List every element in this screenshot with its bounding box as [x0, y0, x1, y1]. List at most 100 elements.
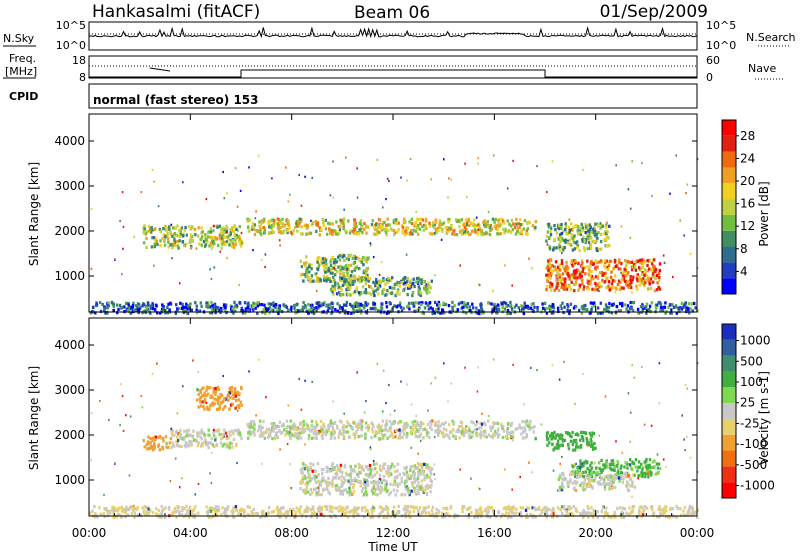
echo-cell — [379, 437, 382, 441]
echo-cell — [464, 311, 468, 315]
echo-cell — [286, 228, 289, 233]
echo-cell — [216, 307, 219, 311]
echo-cell — [220, 306, 223, 311]
echo-cell — [232, 506, 235, 510]
echo-cell — [619, 470, 623, 474]
echo-cell — [655, 303, 659, 307]
echo-cell — [213, 402, 216, 406]
echo-cell — [198, 309, 201, 313]
echo-cell — [655, 273, 659, 277]
echo-cell — [530, 302, 533, 306]
echo-cell — [308, 265, 311, 269]
echo-cell — [412, 488, 416, 493]
echo-cell — [165, 441, 168, 445]
echo-cell — [558, 485, 562, 489]
echo-cell — [386, 281, 389, 285]
echo-cell — [315, 486, 318, 490]
echo-cell — [555, 283, 559, 287]
echo-cell — [183, 229, 186, 233]
echo-cell — [316, 268, 320, 272]
echo-cell — [442, 427, 446, 431]
echo-cell — [635, 515, 639, 519]
echo-cell — [365, 465, 369, 469]
echo-cell — [303, 273, 307, 277]
echo-cell — [456, 308, 459, 312]
echo-cell — [656, 471, 659, 475]
echo-cell — [212, 386, 215, 390]
echo-cell — [232, 437, 236, 442]
echo-cell — [332, 266, 335, 270]
echo-cell — [416, 462, 420, 466]
echo-cell — [326, 232, 329, 236]
echo-cell — [589, 301, 593, 305]
echo-cell — [293, 423, 296, 428]
echo-cell — [155, 507, 158, 511]
echo-cell — [325, 482, 329, 486]
echo-cell — [201, 230, 204, 234]
echo-cell — [629, 275, 632, 279]
echo-cell — [413, 464, 417, 468]
echo-cell — [549, 233, 553, 237]
echo-noise-cell — [121, 191, 124, 194]
echo-cell — [352, 307, 355, 311]
echo-cell — [478, 508, 481, 512]
echo-cell — [158, 311, 162, 315]
nsky-tick-bottom-left: 10^0 — [56, 39, 86, 52]
echo-noise-cell — [404, 281, 407, 284]
echo-cell — [322, 220, 325, 224]
echo-cell — [359, 484, 362, 488]
echo-cell — [591, 229, 595, 233]
echo-cell — [473, 428, 477, 432]
echo-cell — [414, 309, 417, 313]
echo-cell — [291, 513, 294, 517]
echo-cell — [346, 311, 350, 315]
echo-cell — [523, 426, 526, 430]
echo-cell — [238, 301, 241, 305]
echo-cell — [127, 306, 131, 310]
echo-cell — [368, 472, 372, 476]
echo-noise-cell — [121, 273, 123, 276]
echo-cell — [216, 385, 220, 390]
echo-cell — [590, 275, 594, 279]
echo-cell — [125, 505, 128, 509]
echo-cell — [208, 235, 211, 239]
echo-cell — [405, 479, 409, 483]
echo-cell — [164, 235, 167, 239]
echo-cell — [325, 430, 329, 434]
colorbar-segment — [722, 151, 736, 168]
echo-cell — [631, 484, 634, 488]
echo-cell — [638, 512, 641, 517]
echo-cell — [162, 439, 165, 443]
echo-cell — [628, 506, 631, 510]
echo-cell — [325, 279, 328, 283]
echo-noise-cell — [226, 231, 228, 234]
echo-cell — [614, 473, 617, 477]
echo-noise-cell — [368, 284, 370, 287]
echo-cell — [353, 222, 356, 226]
echo-cell — [534, 220, 538, 224]
echo-cell — [605, 460, 608, 464]
echo-cell — [389, 482, 392, 486]
echo-cell — [145, 443, 148, 447]
echo-cell — [464, 428, 467, 432]
echo-cell — [341, 267, 345, 271]
echo-cell — [475, 508, 478, 512]
echo-cell — [378, 284, 382, 288]
echo-cell — [278, 420, 282, 424]
echo-cell — [306, 481, 309, 485]
echo-cell — [166, 305, 169, 309]
echo-cell — [174, 226, 178, 231]
echo-cell — [552, 306, 556, 310]
echo-cell — [120, 509, 124, 513]
echo-cell — [334, 472, 337, 476]
echo-cell — [202, 386, 205, 390]
echo-cell — [574, 507, 577, 511]
echo-cell — [297, 434, 301, 438]
echo-cell — [594, 476, 597, 480]
echo-cell — [554, 268, 558, 272]
echo-cell — [171, 441, 174, 445]
echo-cell — [355, 289, 359, 293]
echo-cell — [189, 433, 192, 437]
echo-cell — [415, 280, 418, 284]
echo-cell — [595, 247, 598, 251]
